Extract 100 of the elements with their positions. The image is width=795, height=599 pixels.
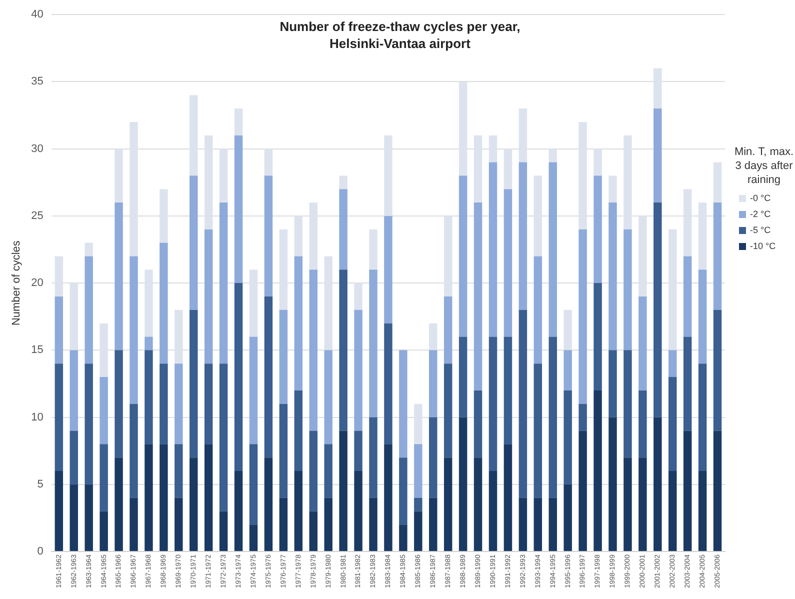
bar [654,202,662,418]
bar [100,511,108,552]
bar [279,498,288,552]
bar [264,148,273,176]
bar [534,498,542,552]
bar [698,470,707,552]
bar [399,350,408,458]
bar [444,216,452,296]
text: Number of freeze-thaw cycles per year, Helsinki-Vantaa airport [278,18,522,52]
bar [279,310,288,404]
legend-label: -0 °C [750,193,771,203]
bar [190,176,198,310]
bar [608,417,617,552]
bar [264,296,273,458]
bar [100,377,108,444]
bar [668,470,677,552]
bar [234,108,243,136]
bar [594,148,602,176]
bar [160,444,168,552]
legend-label: -2 °C [750,209,771,219]
bar [414,404,422,444]
bar [369,417,378,498]
bar [399,458,408,525]
bar [608,350,617,418]
bar [429,323,438,350]
y-tick-label: 5 [37,478,44,490]
y-tick-label: 10 [31,411,44,424]
bar [534,176,542,256]
bar [504,189,512,337]
bar [548,498,557,552]
bar [294,256,303,390]
bar [488,470,498,552]
bar [114,148,123,203]
bar [70,350,78,431]
bar [638,296,647,390]
bar [638,390,647,458]
bar [564,350,572,390]
bar [84,484,93,552]
bar [654,417,662,552]
bar [534,256,542,364]
bar [234,470,243,552]
bar [668,350,677,378]
bar [324,498,332,552]
bar [608,202,617,350]
bar [638,458,647,552]
bar [444,458,452,552]
bar [264,176,273,296]
bar [488,336,498,471]
bar [339,176,348,190]
bar [100,444,108,512]
y-tick-label: 20 [31,277,44,290]
bar [458,176,468,337]
y-tick-label: 30 [31,142,44,155]
bar [624,135,632,230]
bar [698,270,707,364]
bar [369,229,378,270]
bar [518,108,528,162]
bar [504,444,512,552]
bar [624,458,632,552]
bar [638,216,647,296]
bar [174,310,183,364]
bar [713,162,722,203]
bar [354,310,362,431]
bar [458,82,468,176]
legend-title: Min. T, max. 3 days after raining [733,145,795,187]
y-tick-label: 25 [31,210,44,222]
bar [504,148,512,190]
bar [444,296,452,364]
bar [249,336,258,444]
bar [384,216,392,324]
bar [324,350,332,444]
bar [594,390,602,552]
bar [114,458,123,552]
bar [249,270,258,337]
bar [384,135,392,216]
bar [354,470,362,552]
bar [294,470,303,552]
bar [414,498,422,512]
bar [84,256,93,364]
bar [354,430,362,471]
bar [474,202,482,390]
bar [144,270,153,337]
bar [100,323,108,378]
bar [160,364,168,444]
bar [534,364,542,498]
legend-label: -5 °C [750,225,771,235]
bar [294,390,303,471]
bar [114,350,123,458]
bar [429,350,438,418]
bar [339,189,348,270]
bar [130,404,138,498]
bar [190,310,198,458]
bar [578,430,587,552]
bar [548,162,557,337]
bar [160,242,168,364]
bar [144,350,153,444]
bar [174,498,183,552]
y-tick-label: 40 [31,8,44,21]
bar [444,364,452,458]
bar [488,162,498,337]
